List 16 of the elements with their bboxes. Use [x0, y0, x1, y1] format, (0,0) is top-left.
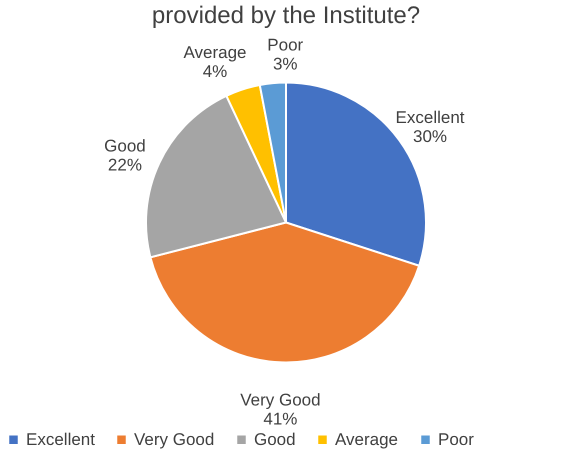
data-label: 41% — [263, 409, 298, 428]
data-label: 3% — [272, 54, 298, 74]
data-label: 4% — [202, 62, 228, 82]
data-label: 30% — [412, 126, 448, 146]
slice-label: Poor — [267, 35, 304, 54]
data-label: 22% — [108, 156, 142, 175]
slice-label: Good — [104, 136, 146, 156]
legend-label: Very Good — [134, 430, 214, 449]
slice-label: Average — [183, 43, 247, 62]
slice-label: Excellent — [396, 108, 465, 127]
legend-label: Good — [254, 430, 296, 449]
legend-label: Poor — [438, 430, 474, 449]
chart-title: provided by the Institute? — [152, 2, 420, 29]
slice-label: Very Good — [240, 390, 321, 410]
legend-label: Excellent — [26, 430, 96, 449]
legend-label: Average — [335, 430, 398, 449]
